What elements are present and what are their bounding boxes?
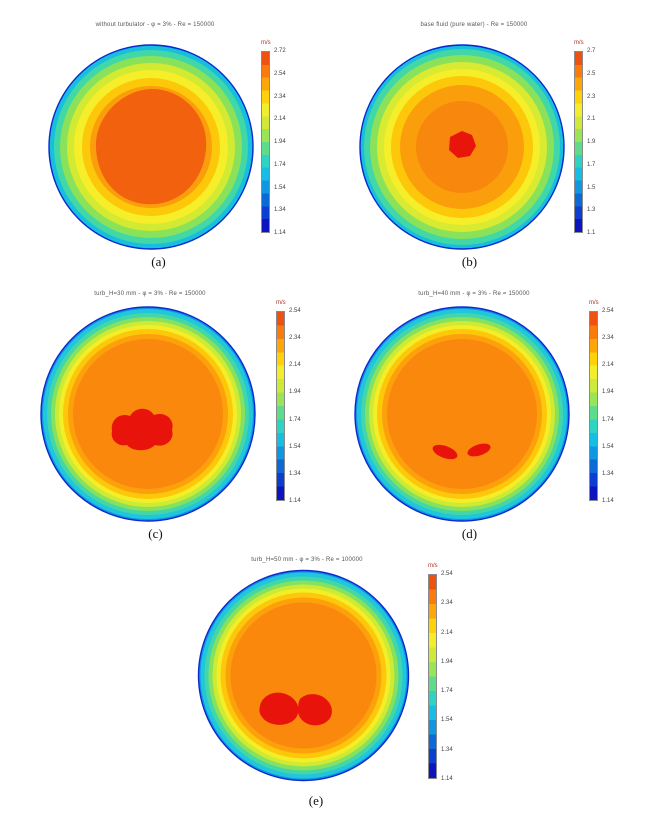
colorbar-tick: 1.54 <box>602 443 614 450</box>
colorbar-tick: 2.14 <box>274 116 286 123</box>
colorbar-tick: 2.14 <box>441 629 453 636</box>
panel-d: turb_H=40 mm - φ = 3% - Re = 150000 m/s <box>324 272 648 541</box>
contour-plot-b <box>359 44 565 250</box>
panel-a-label: (a) <box>151 254 166 269</box>
colorbar-tick: 2.54 <box>441 571 453 577</box>
colorbar-tick: 1.54 <box>441 717 453 724</box>
colorbar-ticks-e: 2.54 2.34 2.14 1.94 1.74 1.54 1.34 1.14 <box>441 571 453 782</box>
high-velocity-core-a <box>95 88 207 205</box>
contour-plot-a <box>48 44 254 250</box>
colorbar-tick: 2.34 <box>441 600 453 607</box>
colorbar-tick: 1.34 <box>274 207 286 214</box>
colorbar-gradient-b <box>574 51 583 233</box>
colorbar-tick: 1.74 <box>289 416 301 423</box>
velocity-contour-rings-c <box>40 306 256 522</box>
colorbar-tick: 1.74 <box>274 161 286 168</box>
colorbar-tick: 1.94 <box>289 389 301 396</box>
panel-e-label: (e) <box>308 793 324 808</box>
colorbar-a: m/s 2.72 2.54 2.34 2.14 1.94 1.74 1.54 1… <box>261 40 303 236</box>
max-velocity-lobe-right-e <box>298 694 332 726</box>
contour-plot-c <box>40 306 256 522</box>
colorbar-tick: 2.34 <box>274 93 286 100</box>
colorbar-tick: 2.5 <box>587 70 596 77</box>
colorbar-tick: 2.54 <box>274 70 286 77</box>
colorbar-unit-c: m/s <box>276 300 286 306</box>
colorbar-ticks-b: 2.7 2.5 2.3 2.1 1.9 1.7 1.5 1.3 1.1 <box>587 48 595 236</box>
colorbar-tick: 1.34 <box>289 470 301 477</box>
panel-b-title: base fluid (pure water) - Re = 150000 <box>420 22 528 28</box>
colorbar-unit-b: m/s <box>574 40 584 46</box>
panel-a: without turbulator - φ = 3% - Re = 15000… <box>0 0 324 272</box>
colorbar-tick: 1.94 <box>602 389 614 396</box>
colorbar-e: m/s 2.54 2.34 2.14 1.94 1.74 1.54 1.34 1… <box>428 563 470 782</box>
colorbar-tick: 1.5 <box>587 184 596 191</box>
colorbar-ticks-d: 2.54 2.34 2.14 1.94 1.74 1.54 1.34 1.14 <box>602 308 614 504</box>
colorbar-tick: 1.94 <box>274 139 286 145</box>
colorbar-tick: 1.3 <box>587 207 596 214</box>
max-velocity-lobe-right-d <box>467 443 491 457</box>
velocity-contour-rings-a <box>48 44 254 250</box>
colorbar-tick: 1.7 <box>587 161 596 168</box>
colorbar-tick: 2.54 <box>602 308 614 314</box>
colorbar-tick: 2.54 <box>289 308 301 314</box>
colorbar-tick: 1.34 <box>602 470 614 477</box>
contour-plot-d <box>354 306 570 522</box>
colorbar-tick: 1.1 <box>587 230 596 236</box>
panel-b: base fluid (pure water) - Re = 150000 m/… <box>324 0 648 272</box>
max-velocity-spot-b <box>449 131 476 158</box>
colorbar-tick: 1.54 <box>289 443 301 450</box>
colorbar-tick: 1.9 <box>587 139 596 145</box>
colorbar-tick: 1.14 <box>602 497 614 504</box>
colorbar-tick: 1.14 <box>274 230 286 236</box>
colorbar-tick: 1.94 <box>441 658 453 665</box>
colorbar-ticks-a: 2.72 2.54 2.34 2.14 1.94 1.74 1.54 1.34 … <box>274 48 286 236</box>
velocity-contour-rings-e <box>197 569 410 782</box>
panel-d-label: (d) <box>461 526 478 541</box>
colorbar-tick: 2.1 <box>587 116 596 123</box>
max-velocity-blob-c <box>111 408 173 451</box>
panel-c-title: turb_H=30 mm - φ = 3% - Re = 150000 <box>94 291 206 297</box>
colorbar-d: m/s 2.54 2.34 2.14 1.94 1.74 1.54 1.34 1… <box>589 300 631 504</box>
colorbar-gradient-e <box>428 574 437 779</box>
colorbar-tick: 2.72 <box>274 48 286 54</box>
colorbar-unit-a: m/s <box>261 40 271 46</box>
colorbar-tick: 2.7 <box>587 48 596 54</box>
contour-plot-e <box>197 569 410 782</box>
colorbar-gradient-d <box>589 311 598 501</box>
panel-e: turb_H=50 mm - φ = 3% - Re = 100000 m/s <box>162 540 486 821</box>
colorbar-tick: 1.74 <box>602 416 614 423</box>
colorbar-tick: 1.54 <box>274 184 286 191</box>
colorbar-tick: 1.14 <box>289 497 301 504</box>
colorbar-gradient-c <box>276 311 285 501</box>
max-velocity-lobe-left-e <box>259 692 299 725</box>
panel-b-label: (b) <box>461 254 478 269</box>
velocity-contour-rings-b <box>359 44 565 250</box>
colorbar-tick: 1.34 <box>441 746 453 753</box>
colorbar-tick: 1.14 <box>441 775 453 782</box>
colorbar-tick: 2.34 <box>289 335 301 342</box>
colorbar-unit-d: m/s <box>589 300 599 306</box>
colorbar-tick: 2.14 <box>602 362 614 369</box>
panel-e-title: turb_H=50 mm - φ = 3% - Re = 100000 <box>251 557 363 563</box>
colorbar-tick: 2.14 <box>289 362 301 369</box>
colorbar-tick: 2.3 <box>587 93 596 100</box>
colorbar-tick: 1.74 <box>441 688 453 695</box>
panel-a-title: without turbulator - φ = 3% - Re = 15000… <box>95 22 215 28</box>
colorbar-c: m/s 2.54 2.34 2.14 1.94 1.74 1.54 1.34 1… <box>276 300 318 504</box>
velocity-contour-rings-d <box>354 306 570 522</box>
max-velocity-lobe-left-d <box>432 444 458 460</box>
colorbar-ticks-c: 2.54 2.34 2.14 1.94 1.74 1.54 1.34 1.14 <box>289 308 301 504</box>
panel-c-label: (c) <box>148 526 163 541</box>
colorbar-b: m/s 2.7 2.5 2.3 2.1 1.9 1.7 1.5 1.3 1.1 <box>574 40 616 236</box>
panel-d-title: turb_H=40 mm - φ = 3% - Re = 150000 <box>418 291 530 297</box>
panel-c: turb_H=30 mm - φ = 3% - Re = 150000 m/s <box>0 272 324 541</box>
colorbar-tick: 2.34 <box>602 335 614 342</box>
colorbar-gradient-a <box>261 51 270 233</box>
colorbar-unit-e: m/s <box>428 563 438 569</box>
